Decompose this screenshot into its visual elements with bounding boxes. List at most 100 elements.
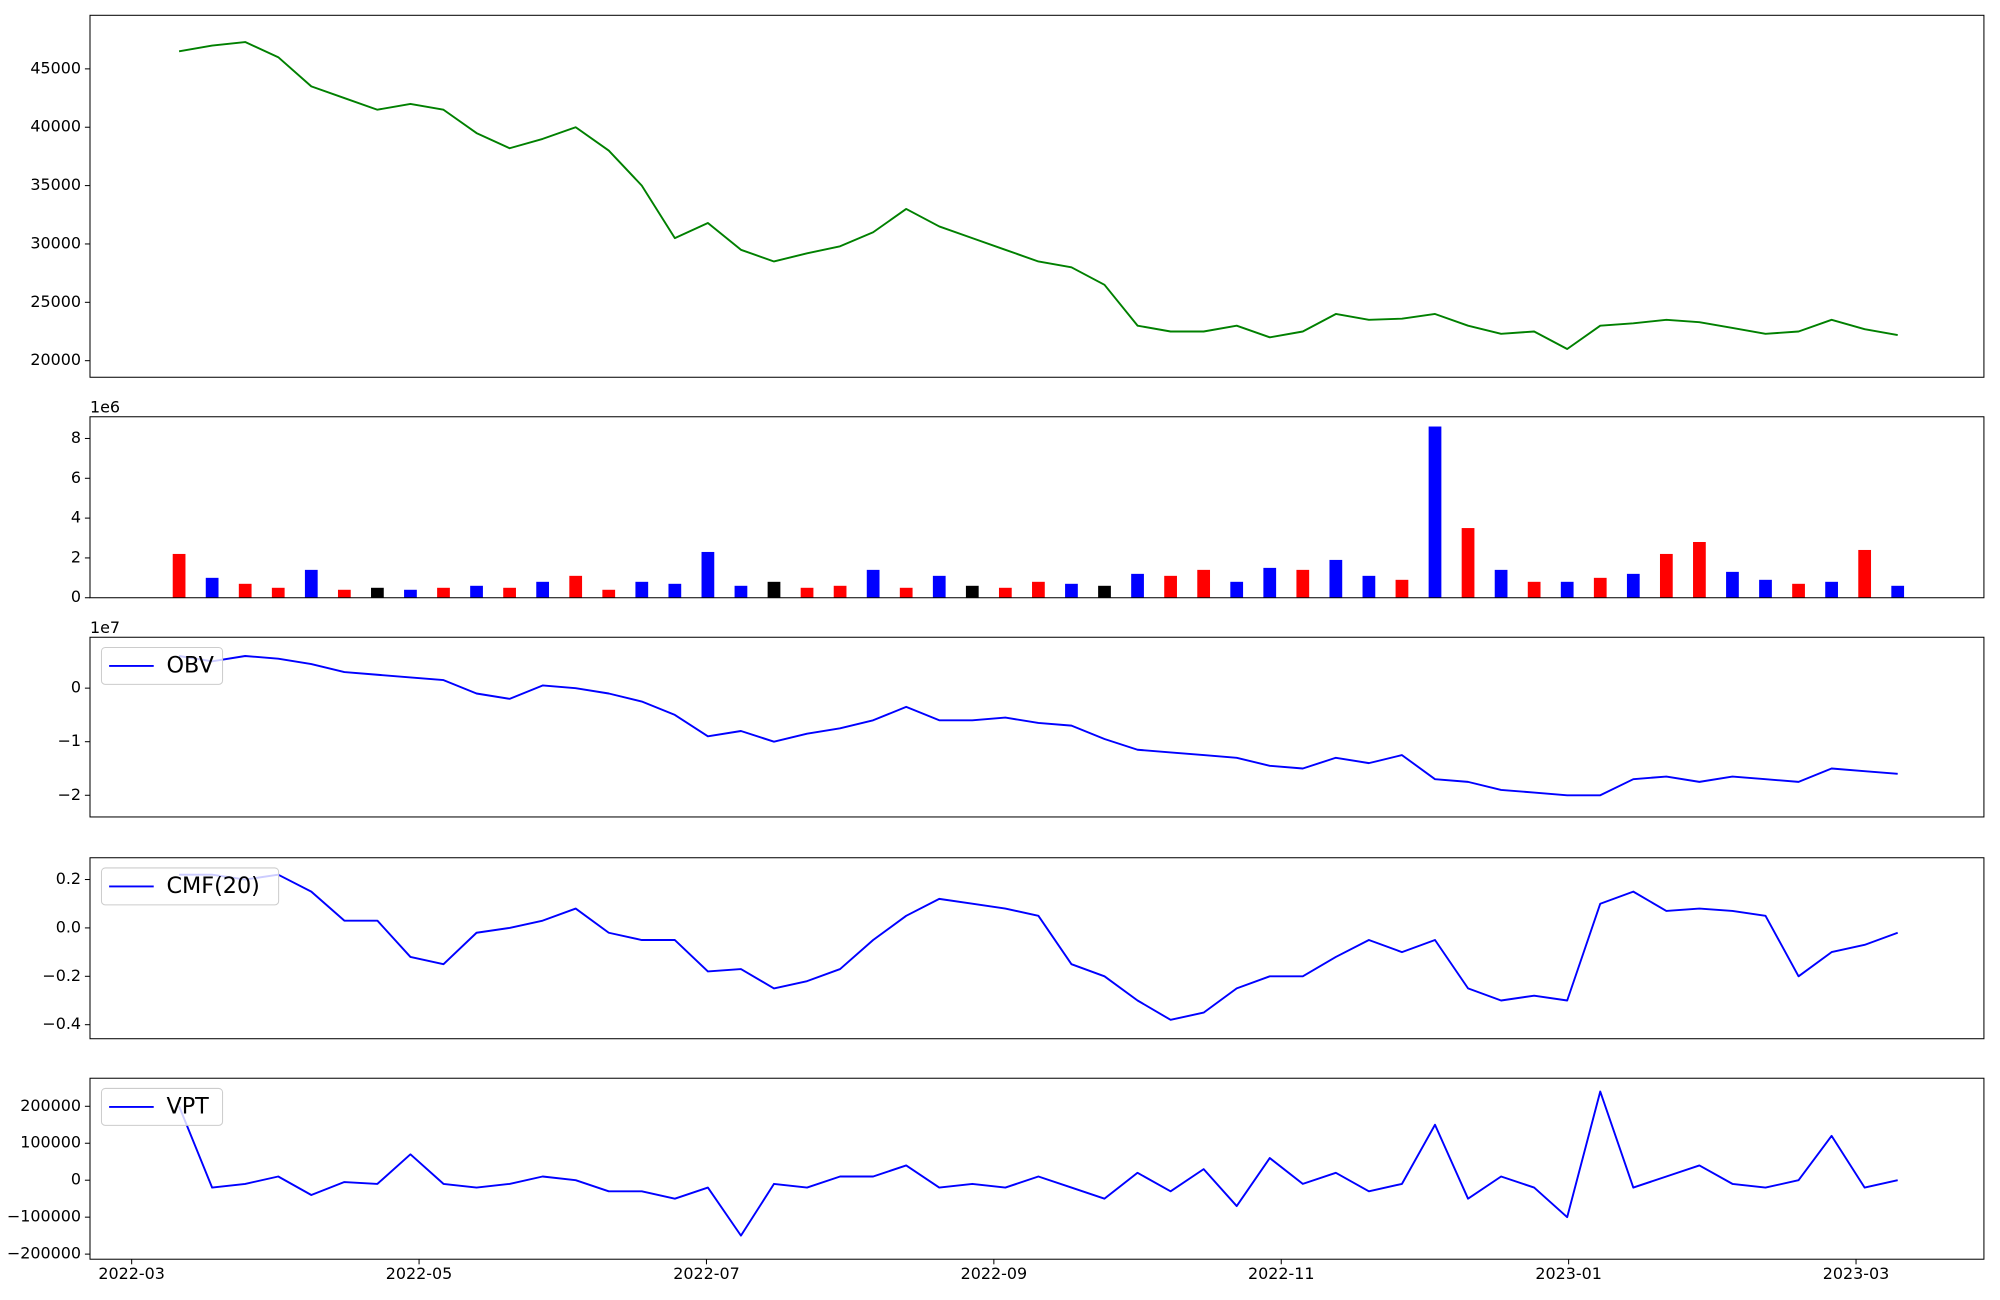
- bar: [767, 581, 781, 598]
- bar: [602, 589, 616, 598]
- bar: [1858, 549, 1872, 598]
- bar: [1032, 581, 1045, 598]
- y-tick-label: −2: [58, 785, 81, 804]
- bar: [304, 569, 318, 598]
- bar: [1792, 583, 1805, 598]
- y-tick-label: −200000: [7, 1244, 81, 1263]
- offset-label: 1e7: [90, 618, 120, 637]
- y-tick-label: 30000: [30, 233, 81, 252]
- x-tick-label: 2022-05: [386, 1264, 453, 1283]
- axes-frame: [89, 416, 1985, 599]
- bar: [899, 587, 913, 598]
- bar: [1131, 573, 1144, 598]
- y-tick-label: 45000: [30, 58, 81, 77]
- legend-label: CMF(20): [166, 873, 259, 899]
- bar: [833, 585, 847, 598]
- bar: [1362, 575, 1376, 598]
- y-tick-label: 0.2: [56, 869, 81, 888]
- line: [179, 873, 1899, 1021]
- bar: [1098, 585, 1111, 598]
- bar: [1197, 569, 1211, 598]
- y-tick-label: 4: [71, 508, 81, 527]
- bar: [371, 587, 384, 598]
- axes-frame: [89, 636, 1985, 818]
- y-tick-label: 100000: [20, 1133, 81, 1152]
- y-tick-label: 2: [71, 547, 81, 566]
- bar: [866, 569, 880, 598]
- bar: [337, 589, 351, 598]
- y-tick-label: 0.0: [56, 917, 81, 936]
- y-tick-label: −100000: [7, 1207, 81, 1226]
- bar: [1428, 426, 1442, 598]
- bar: [1560, 581, 1574, 598]
- y-tick-label: 0: [71, 587, 81, 606]
- x-tick-label: 2023-01: [1535, 1264, 1602, 1283]
- bar: [1263, 567, 1277, 598]
- y-tick-label: −0.4: [42, 1014, 81, 1033]
- y-tick-label: 200000: [20, 1096, 81, 1115]
- y-tick-label: 0: [71, 1170, 81, 1189]
- legend-label: OBV: [166, 652, 214, 678]
- legend-box: [100, 1087, 224, 1126]
- bar: [932, 575, 946, 598]
- x-tick-label: 2022-07: [673, 1264, 740, 1283]
- line: [178, 1090, 1898, 1237]
- bar: [1494, 569, 1508, 598]
- x-tick-label: 2022-09: [961, 1264, 1028, 1283]
- bar: [503, 587, 516, 598]
- bar: [1659, 553, 1673, 598]
- bar: [1461, 528, 1475, 598]
- bar: [1065, 583, 1078, 598]
- bar: [1395, 579, 1409, 598]
- bar: [569, 575, 583, 598]
- x-tick-label: 2022-11: [1248, 1264, 1315, 1283]
- bar: [1164, 575, 1177, 598]
- y-tick-label: −0.2: [42, 966, 81, 985]
- y-tick-label: 8: [71, 428, 81, 447]
- bar: [172, 553, 186, 598]
- legend-box: [100, 867, 280, 906]
- axes-frame: [89, 1077, 1985, 1260]
- x-tick-label: 2023-03: [1823, 1264, 1890, 1283]
- bar: [998, 587, 1012, 598]
- bar: [470, 585, 483, 598]
- bar: [1527, 581, 1541, 598]
- bar: [1759, 579, 1772, 598]
- bar: [734, 585, 748, 598]
- y-tick-label: 6: [71, 468, 81, 487]
- y-tick-label: 35000: [30, 175, 81, 194]
- bar: [1693, 541, 1706, 598]
- bar: [1626, 573, 1640, 598]
- line: [178, 655, 1898, 797]
- bar: [1825, 581, 1838, 598]
- y-tick-label: 20000: [30, 350, 81, 369]
- offset-label: 1e6: [90, 397, 120, 416]
- bar: [1891, 585, 1905, 598]
- legend-box: [100, 646, 224, 685]
- bar: [1329, 559, 1343, 598]
- y-tick-label: −1: [58, 731, 81, 750]
- y-tick-label: 40000: [30, 117, 81, 136]
- bar: [437, 587, 450, 598]
- bar: [1593, 577, 1607, 598]
- axes-frame: [89, 857, 1985, 1040]
- line: [178, 41, 1898, 350]
- y-tick-label: 25000: [30, 292, 81, 311]
- bar: [238, 583, 252, 598]
- bar: [1296, 569, 1310, 598]
- bar: [965, 585, 979, 598]
- bar: [1230, 581, 1244, 598]
- bar: [205, 577, 219, 598]
- bar: [1726, 571, 1739, 598]
- axes-frame: [89, 14, 1985, 378]
- bar: [536, 581, 550, 598]
- legend-label: VPT: [166, 1093, 209, 1119]
- bar: [404, 589, 417, 598]
- bar: [271, 587, 285, 598]
- x-tick-label: 2022-03: [98, 1264, 165, 1283]
- bar: [701, 551, 715, 598]
- bar: [800, 587, 814, 598]
- bar: [668, 583, 682, 598]
- bar: [635, 581, 649, 598]
